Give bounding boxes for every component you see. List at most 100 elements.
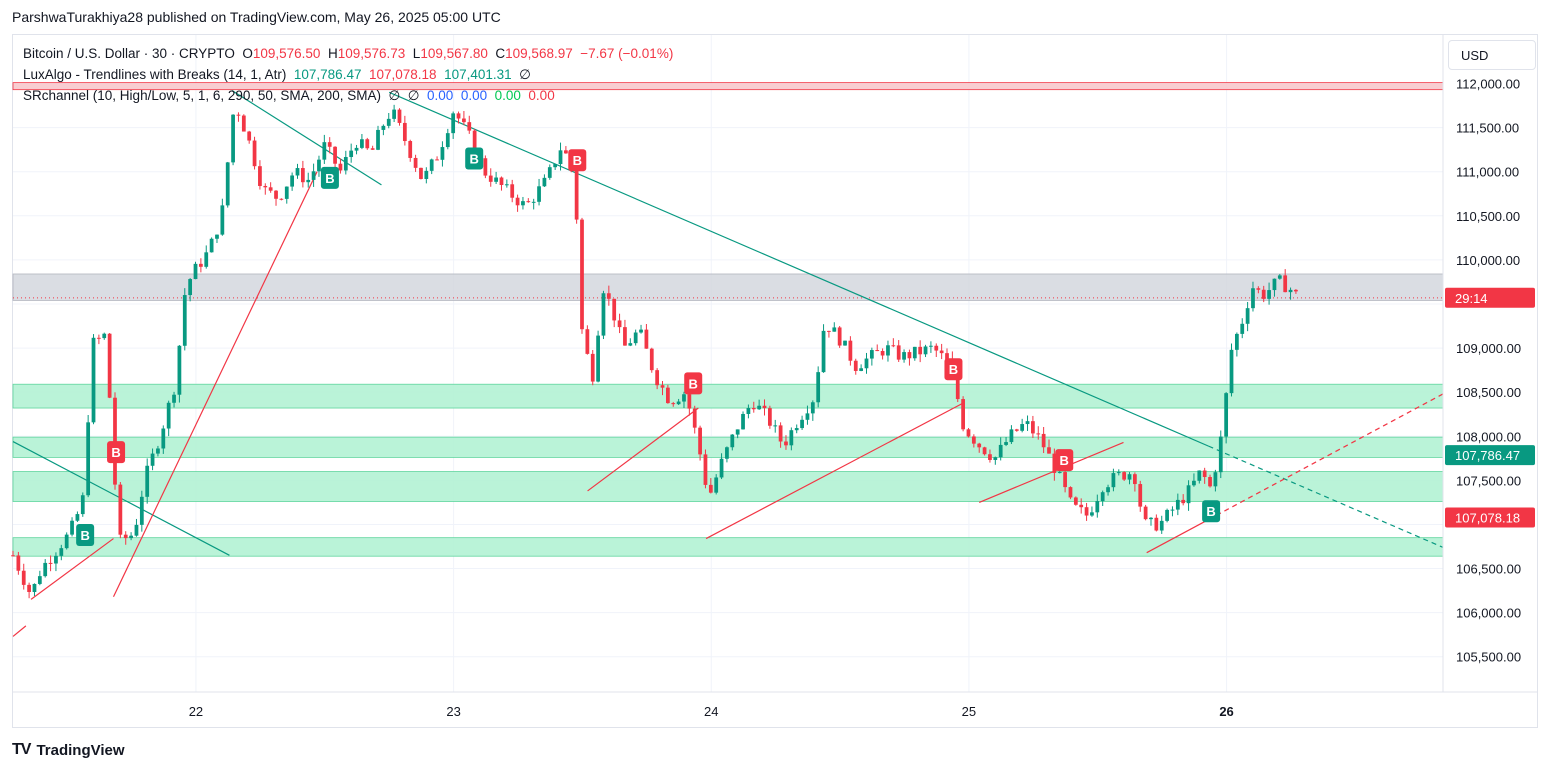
candle-body [676, 401, 681, 405]
legend-indicator-2: SRchannel (10, High/Low, 5, 1, 6, 290, 5… [23, 88, 555, 104]
support-zone [12, 383, 1444, 409]
candle-body [1245, 308, 1250, 324]
candle-body [789, 430, 794, 446]
price-label-text: 29:14 [1455, 291, 1488, 306]
candle-body [982, 447, 987, 455]
indicator-2-name[interactable]: SRchannel (10, High/Low, 5, 1, 6, 290, 5… [23, 88, 381, 103]
candle-body [794, 428, 799, 431]
candle-body [988, 454, 992, 460]
trendline [587, 407, 699, 492]
candle-body [880, 350, 885, 356]
candle-body [784, 441, 788, 446]
candle-body [1234, 333, 1239, 350]
candle-body [1004, 442, 1008, 445]
break-marker [76, 524, 95, 547]
candle-body [537, 186, 541, 202]
candle-body [719, 458, 724, 478]
legend-indicator-1: LuxAlgo - Trendlines with Breaks (14, 1,… [23, 67, 531, 83]
candle-body [735, 429, 740, 435]
candle-body [848, 340, 853, 361]
candle-body [805, 413, 810, 420]
candle-body [1261, 289, 1266, 299]
time-tick-label: 23 [446, 704, 460, 719]
price-tick-label: 106,500.00 [1456, 562, 1521, 577]
candle-body [1165, 509, 1169, 521]
trendline-extension [1208, 445, 1444, 548]
candle-body [660, 385, 665, 388]
indicator-1-value-4: ∅ [519, 67, 531, 82]
candle-body [923, 346, 928, 355]
candle-body [971, 436, 976, 444]
candle-body [429, 159, 434, 171]
candle-body [1224, 393, 1229, 437]
candle-body [295, 168, 300, 176]
candle-body [1170, 509, 1175, 511]
candle-body [488, 175, 493, 182]
indicator-2-value-1: ∅ [388, 88, 401, 103]
high-value: 109,576.73 [337, 46, 406, 61]
candle-body [54, 555, 58, 564]
break-marker-label: B [1060, 453, 1069, 468]
candle-body [268, 187, 273, 191]
break-marker-label: B [949, 362, 958, 377]
candle-body [198, 263, 203, 267]
candle-body [767, 408, 772, 426]
indicator-2-value-3: 0.00 [427, 88, 454, 103]
candle-body [1277, 275, 1282, 279]
candle-body [1057, 472, 1062, 474]
candle-body [247, 131, 252, 141]
candle-body [11, 555, 15, 557]
candle-body [279, 198, 284, 200]
break-marker-label: B [470, 151, 479, 166]
price-tick-label: 105,500.00 [1456, 650, 1521, 665]
candle-body [451, 113, 456, 134]
chart-frame[interactable] [12, 34, 1538, 728]
candle-body [1100, 492, 1105, 502]
close-value: 109,568.97 [505, 46, 573, 61]
currency-button[interactable]: USD [1448, 40, 1536, 70]
tradingview-branding[interactable]: TV TradingView [12, 741, 125, 759]
symbol-name[interactable]: Bitcoin / U.S. Dollar · 30 · CRYPTO [23, 46, 235, 61]
candle-body [682, 394, 686, 402]
candle-body [472, 130, 477, 155]
candle-body [1063, 472, 1067, 488]
candle-body [1218, 436, 1223, 473]
candle-body [1095, 501, 1100, 513]
candle-body [714, 477, 719, 493]
indicator-2-value-2: ∅ [407, 88, 420, 103]
indicator-1-value-1: 107,786.47 [293, 67, 362, 82]
candle-body [639, 329, 643, 333]
candle-body [977, 443, 982, 448]
time-tick-label: 24 [704, 704, 718, 719]
candle-body [139, 496, 144, 525]
candle-body [1009, 429, 1014, 443]
candle-body [322, 142, 327, 160]
tradingview-logo-icon: TV [12, 741, 31, 758]
candle-body [408, 141, 413, 158]
time-tick-label: 22 [189, 704, 203, 719]
candle-body [161, 428, 166, 449]
trendline [388, 91, 1209, 447]
sr-zones [12, 82, 1444, 557]
candle-body [236, 114, 241, 116]
candle-body [177, 345, 182, 395]
indicator-1-name[interactable]: LuxAlgo - Trendlines with Breaks (14, 1,… [23, 67, 287, 82]
candle-body [741, 413, 745, 430]
candle-body [1294, 289, 1298, 292]
candle-body [1149, 517, 1153, 520]
candle-body [413, 157, 418, 168]
break-marker [320, 166, 339, 189]
candle-body [386, 118, 391, 126]
candle-body [1175, 499, 1180, 510]
open-value: 109,576.50 [252, 46, 321, 61]
price-tick-label: 108,000.00 [1456, 429, 1521, 444]
candle-body [827, 330, 831, 332]
candle-body [730, 434, 735, 448]
break-marker [684, 372, 703, 395]
candle-body [231, 114, 235, 163]
candle-body [365, 139, 370, 149]
candle-body [32, 583, 37, 592]
close-label: C [495, 46, 506, 61]
candle-body [354, 147, 359, 151]
